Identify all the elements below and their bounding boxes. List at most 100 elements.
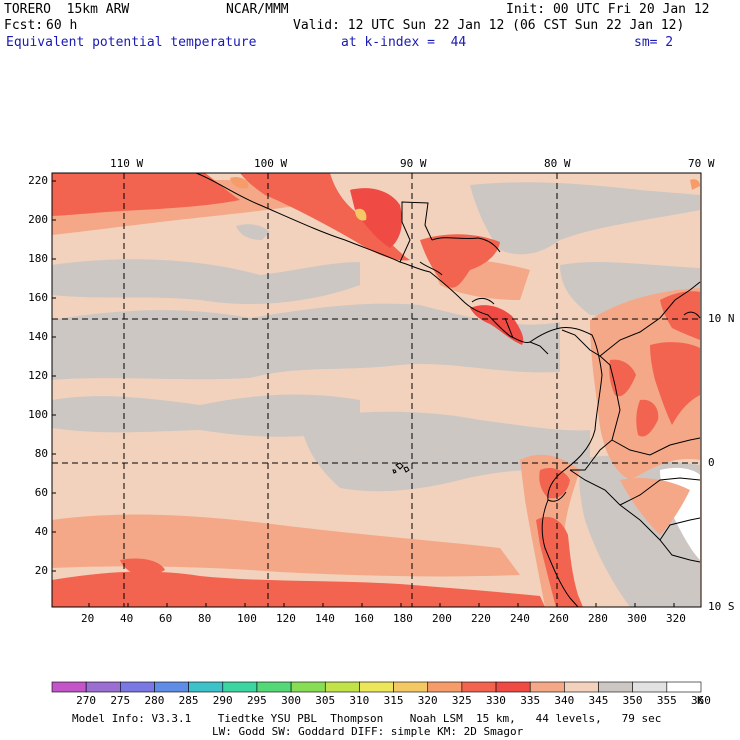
colorbar-label: 340: [554, 694, 575, 707]
colorbar-swatch: [393, 681, 429, 693]
contour-band-345-350: [52, 303, 560, 380]
x-grid-tick-label: 60: [159, 612, 173, 625]
colorbar-label: 280: [144, 694, 165, 707]
x-grid-tick-label: 200: [432, 612, 452, 625]
x-grid-tick-label: 180: [393, 612, 413, 625]
contour-band-330-335: [120, 558, 165, 578]
y-grid-tick-label: 40: [34, 525, 48, 538]
x-grid-tick-label: 280: [588, 612, 608, 625]
model-info: Model Info: V3.3.1 Tiedtke YSU PBL Thomp…: [72, 712, 662, 725]
contour-band-345-350: [300, 411, 590, 492]
colorbar-label: 345: [588, 694, 609, 707]
y-grid-tick-label: 20: [34, 564, 48, 577]
lon-label: 80 W: [544, 157, 571, 170]
y-grid-tick-label: 120: [28, 369, 48, 382]
colorbar-label: 350: [622, 694, 643, 707]
contour-band-330-335: [350, 188, 402, 248]
contour-band-325-330: [355, 208, 367, 221]
x-grid-tick-label: 220: [471, 612, 491, 625]
valid-time: Valid: 12 UTC Sun 22 Jan 12 (06 CST Sun …: [293, 18, 685, 33]
colorbar-swatch: [290, 681, 326, 693]
contour-band-330-335: [420, 234, 500, 288]
lon-label: 90 W: [400, 157, 427, 170]
axis-ticks: [52, 180, 675, 607]
contour-band-330-335: [52, 571, 545, 607]
lat-label: 10 N: [708, 312, 735, 325]
x-grid-tick-label: 40: [120, 612, 134, 625]
colorbar-swatch: [564, 681, 599, 693]
model-title: TORERO 15km ARW: [4, 2, 130, 17]
colorbar-label: 310: [349, 694, 370, 707]
y-grid-tick-label: 80: [34, 447, 48, 460]
smoothing: sm= 2: [634, 35, 674, 50]
colorbar-label: 355: [656, 694, 677, 707]
colorbar-swatch: [632, 681, 668, 693]
level-index: at k-index = 44: [341, 35, 467, 50]
forecast-hours: 60 h: [46, 18, 78, 33]
colorbar-swatch: [51, 681, 87, 693]
colorbar-swatch: [256, 681, 292, 693]
colorbar-swatch: [85, 681, 121, 693]
colorbar-swatch: [222, 681, 258, 693]
contour-band-325-330: [230, 177, 249, 189]
y-grid-tick-label: 200: [28, 213, 48, 226]
contour-band-330-335: [660, 291, 700, 340]
lon-label: 70 W: [688, 157, 715, 170]
init-time: Init: 00 UTC Fri 20 Jan 12: [506, 2, 710, 17]
colorbar-swatch: [495, 681, 531, 693]
contour-band-330-335: [470, 305, 524, 345]
contour-band-345-350: [52, 394, 360, 437]
contour-band-345-350: [52, 259, 360, 305]
colorbar-swatch: [359, 681, 394, 693]
y-grid-tick-label: 220: [28, 174, 48, 187]
colorbar-label: 330: [486, 694, 506, 707]
colorbar-units: K: [697, 694, 704, 707]
colorbar-swatch: [666, 681, 702, 693]
colorbar-swatch: [427, 681, 463, 693]
x-grid-tick-label: 320: [666, 612, 686, 625]
contour-band-335-340: [52, 514, 520, 577]
contour-band-330-335: [636, 399, 659, 437]
colorbar-label: 275: [110, 694, 131, 707]
lon-label: 110 W: [110, 157, 144, 170]
y-grid-tick-label: 140: [28, 330, 48, 343]
colorbar-label: 285: [178, 694, 199, 707]
colorbar-label: 300: [281, 694, 301, 707]
contour-band-335-340: [590, 288, 700, 480]
contour-band-330-335: [52, 173, 240, 216]
colorbar-label: 360: [691, 694, 711, 707]
contour-band-330-335: [536, 516, 583, 607]
contour-band-345-350: [470, 182, 700, 255]
x-grid-tick-label: 120: [276, 612, 296, 625]
contour-band-345-350: [236, 224, 270, 240]
map-frame: [51, 172, 702, 608]
contour-band-335-340: [620, 478, 690, 535]
x-grid-tick-label: 160: [354, 612, 374, 625]
colorbar-label: 270: [76, 694, 97, 707]
colorbar-swatch: [461, 681, 497, 693]
colorbar-swatch: [529, 681, 565, 693]
colorbar-swatch: [188, 681, 224, 693]
coastlines: [195, 173, 701, 607]
colorbar-label: 295: [246, 694, 267, 707]
contour-band-325-330: [690, 179, 700, 190]
center-title: NCAR/MMM: [226, 2, 289, 17]
x-grid-tick-label: 140: [315, 612, 335, 625]
colorbar: [51, 681, 702, 693]
x-grid-tick-label: 20: [81, 612, 95, 625]
x-grid-tick-label: 240: [510, 612, 530, 625]
colorbar-label: 305: [315, 694, 336, 707]
contour-band-330-335: [240, 173, 410, 261]
x-grid-tick-label: 300: [627, 612, 647, 625]
physics-info: LW: Godd SW: Goddard DIFF: simple KM: 2D…: [212, 725, 524, 738]
x-grid-tick-label: 100: [237, 612, 257, 625]
colorbar-swatch: [154, 681, 189, 693]
field-name: Equivalent potential temperature: [6, 35, 257, 50]
contour-band-330-335: [650, 342, 700, 425]
colorbar-label: 335: [520, 694, 541, 707]
lat-lon-grid: [52, 173, 701, 607]
colorbar-swatch: [120, 681, 155, 693]
lat-label: 10 S: [708, 600, 735, 613]
y-grid-tick-label: 100: [28, 408, 48, 421]
